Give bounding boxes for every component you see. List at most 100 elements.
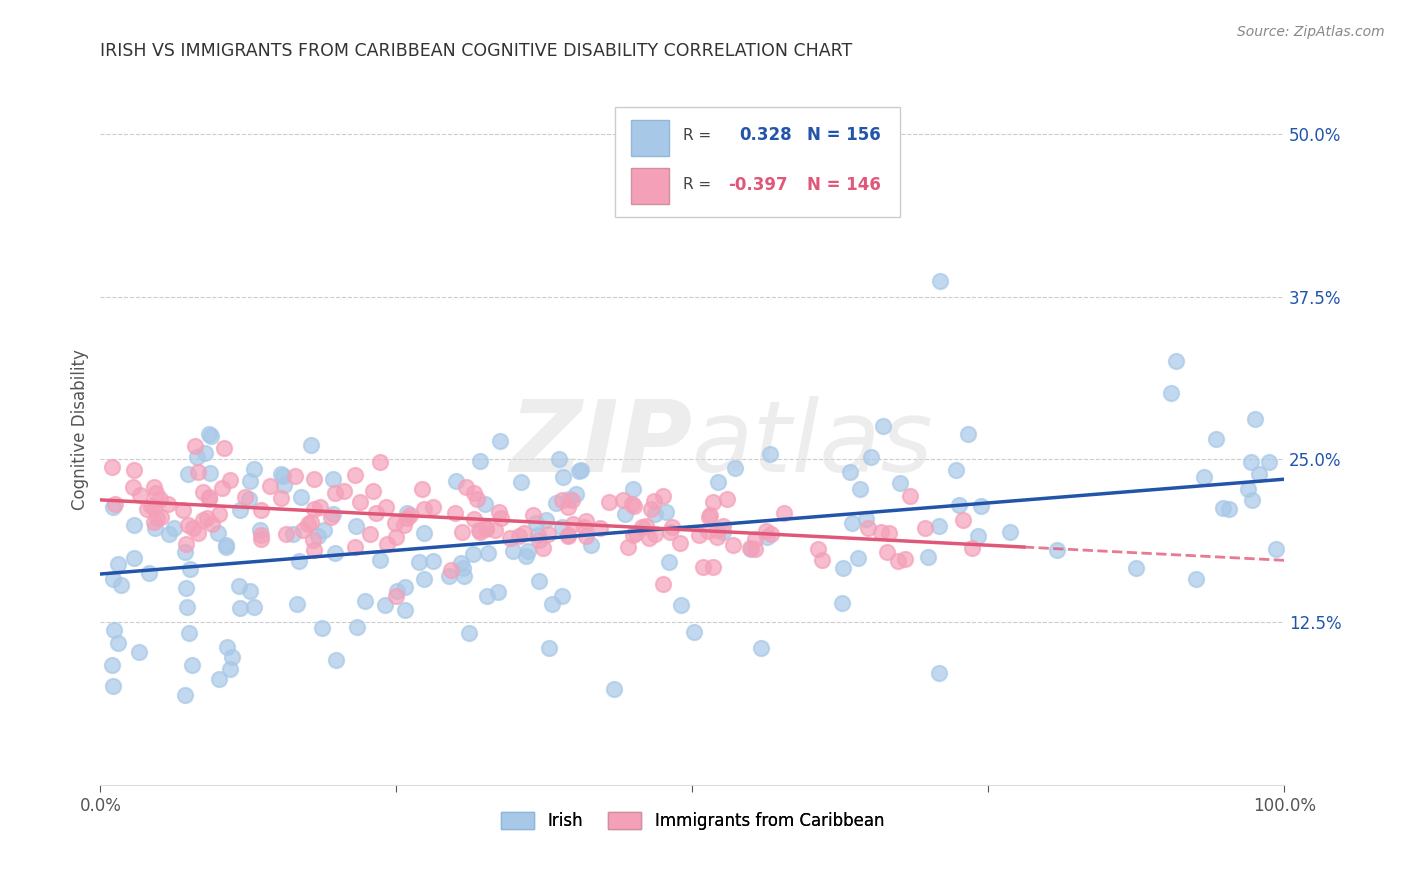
Point [1185, 572, 1208, 586]
Point [302, 472, 325, 486]
Point [855, 512, 877, 526]
Point [273, 477, 295, 491]
Point [1160, 386, 1182, 401]
Point [191, 513, 214, 527]
Point [621, 528, 644, 542]
Point [876, 545, 898, 559]
Point [239, 584, 262, 599]
Point [1240, 493, 1263, 508]
Point [101, 657, 124, 672]
Point [755, 524, 778, 539]
Point [846, 550, 869, 565]
FancyBboxPatch shape [616, 107, 900, 217]
Y-axis label: Cognitive Disability: Cognitive Disability [72, 350, 89, 510]
Point [323, 486, 346, 500]
Point [550, 493, 572, 508]
Point [744, 532, 766, 546]
Point [323, 546, 346, 560]
Point [467, 523, 489, 537]
Point [197, 491, 219, 505]
Point [299, 437, 322, 451]
Point [385, 583, 408, 598]
Point [683, 625, 706, 640]
Point [375, 500, 398, 515]
Point [613, 507, 636, 521]
Point [668, 536, 690, 550]
Point [361, 483, 384, 498]
Point [201, 516, 224, 531]
Point [103, 572, 125, 586]
Point [551, 520, 574, 534]
Point [1244, 412, 1267, 426]
Point [773, 506, 796, 520]
Point [122, 517, 145, 532]
Point [488, 504, 510, 518]
Point [898, 489, 921, 503]
Point [914, 521, 936, 535]
Point [465, 492, 488, 507]
Point [952, 513, 974, 527]
Point [208, 672, 231, 686]
Point [889, 475, 911, 490]
Point [270, 491, 292, 505]
Point [484, 523, 506, 537]
Point [1240, 455, 1263, 469]
Point [658, 555, 681, 569]
Point [621, 482, 644, 496]
Point [620, 497, 643, 511]
Point [325, 652, 347, 666]
Point [297, 517, 319, 532]
Point [396, 507, 419, 521]
Point [299, 515, 322, 529]
Point [508, 528, 530, 542]
Point [589, 521, 612, 535]
Point [565, 486, 588, 500]
Point [146, 511, 169, 525]
Point [652, 577, 675, 591]
Point [174, 688, 197, 702]
Point [692, 559, 714, 574]
Point [366, 506, 388, 520]
Point [384, 516, 406, 531]
Point [302, 501, 325, 516]
Point [541, 598, 564, 612]
Point [181, 657, 204, 672]
Point [110, 578, 132, 592]
Point [510, 475, 533, 489]
Point [707, 475, 730, 489]
Point [617, 540, 640, 554]
Point [643, 493, 665, 508]
Point [499, 531, 522, 545]
Point [575, 514, 598, 528]
Point [229, 502, 252, 516]
Point [290, 490, 312, 504]
Point [948, 498, 970, 512]
Point [322, 472, 344, 486]
Point [259, 479, 281, 493]
Point [239, 474, 262, 488]
Point [945, 463, 967, 477]
Point [215, 540, 238, 554]
Point [644, 527, 666, 541]
Point [233, 490, 256, 504]
Point [207, 526, 229, 541]
Point [375, 537, 398, 551]
Point [870, 525, 893, 540]
Point [711, 524, 734, 539]
Point [129, 488, 152, 502]
Point [1237, 482, 1260, 496]
Text: ZIP: ZIP [509, 396, 692, 492]
Point [513, 525, 536, 540]
Point [450, 557, 472, 571]
Point [581, 538, 603, 552]
Point [574, 520, 596, 534]
Point [1046, 542, 1069, 557]
Point [831, 596, 853, 610]
Point [385, 589, 408, 603]
Point [440, 563, 463, 577]
Point [394, 580, 416, 594]
Point [489, 434, 512, 449]
Point [145, 486, 167, 500]
Point [456, 480, 478, 494]
Point [738, 541, 761, 555]
